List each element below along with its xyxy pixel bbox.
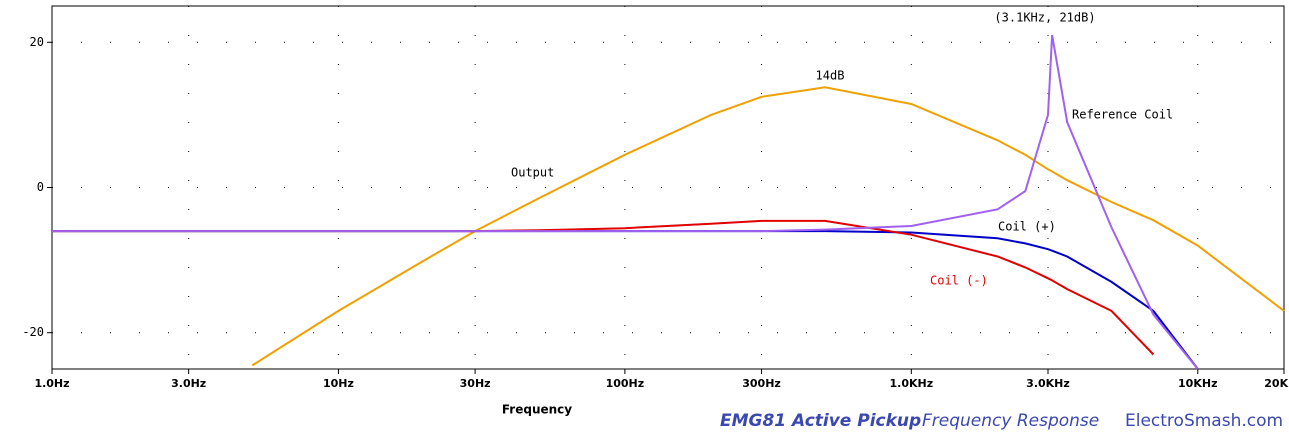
- x-tick-label: 3.0KHz: [1026, 377, 1070, 390]
- series-line: [52, 34, 1199, 370]
- y-tick-label: 20: [30, 35, 44, 49]
- y-tick-label: 0: [37, 180, 44, 194]
- annotation: 14dB: [816, 69, 845, 83]
- series-line: [52, 219, 1155, 356]
- series-line: [52, 230, 1199, 370]
- footer-site: ElectroSmash.com: [1125, 411, 1283, 431]
- footer-title: EMG81 Active Pickup: [720, 411, 921, 431]
- annotation: (3.1KHz, 21dB): [994, 11, 1095, 25]
- series-label: Coil (-): [930, 274, 988, 288]
- x-tick-label: 1.0KHz: [890, 377, 934, 390]
- x-tick-label: 1.0Hz: [34, 377, 69, 390]
- x-axis-label: Frequency: [502, 403, 572, 417]
- plot-frame: [51, 5, 1285, 370]
- x-tick-label: 20KHz: [1264, 377, 1289, 390]
- x-tick-label: 100Hz: [606, 377, 645, 390]
- series-label: Reference Coil: [1072, 108, 1173, 122]
- x-tick-label: 300Hz: [742, 377, 781, 390]
- footer-subtitle: Frequency Response: [922, 411, 1099, 431]
- x-tick-label: 10Hz: [323, 377, 354, 390]
- series-line: [251, 86, 1285, 367]
- x-tick-label: 3.0Hz: [171, 377, 206, 390]
- y-tick-label: -20: [22, 325, 44, 339]
- x-tick-label: 10KHz: [1178, 377, 1217, 390]
- series-label: Coil (+): [998, 220, 1056, 234]
- x-tick-label: 30Hz: [460, 377, 491, 390]
- series-label: Output: [511, 166, 554, 180]
